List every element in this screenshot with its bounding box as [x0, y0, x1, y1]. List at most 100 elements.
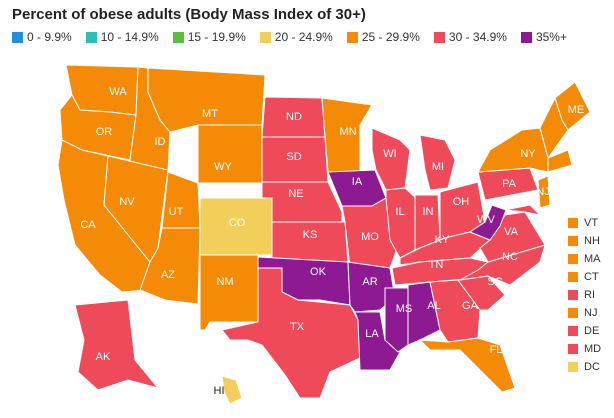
state-label-sc: SC — [487, 276, 502, 288]
small-state-swatch — [568, 254, 578, 264]
small-state-swatch — [568, 326, 578, 336]
state-label-nd: ND — [286, 111, 302, 123]
state-ca[interactable] — [57, 139, 151, 293]
state-label-ne: NE — [288, 188, 303, 200]
state-label-co: CO — [229, 217, 246, 229]
legend-swatch — [85, 31, 97, 43]
state-mi[interactable] — [419, 134, 456, 191]
state-nm[interactable] — [199, 254, 259, 331]
legend-item: 35%+ — [520, 30, 567, 44]
state-ms[interactable] — [384, 287, 409, 353]
state-label-ok: OK — [310, 266, 327, 278]
small-state-item[interactable]: NJ — [568, 304, 601, 322]
state-fl[interactable] — [418, 337, 516, 393]
state-label-az: AZ — [161, 269, 175, 281]
legend-item: 20 - 24.9% — [259, 30, 333, 44]
state-la[interactable] — [354, 311, 401, 371]
legend-label: 20 - 24.9% — [274, 30, 333, 44]
state-label-ky: KY — [435, 234, 450, 246]
small-state-item[interactable]: VT — [568, 214, 601, 232]
state-label-fl: FL — [490, 344, 503, 356]
legend-swatch — [259, 31, 271, 43]
small-state-label: RI — [584, 289, 595, 301]
legend-item: 0 - 9.9% — [12, 30, 72, 44]
state-label-hi: HI — [214, 385, 225, 397]
state-wv[interactable] — [468, 204, 507, 241]
small-state-label: NH — [584, 235, 600, 247]
legend-item: 30 - 34.9% — [433, 30, 507, 44]
state-label-me: ME — [568, 104, 585, 116]
state-mt[interactable] — [147, 67, 266, 133]
legend-swatch — [433, 31, 445, 43]
small-state-item[interactable]: DE — [568, 322, 601, 340]
state-label-wa: WA — [109, 86, 127, 98]
state-label-nm: NM — [216, 276, 233, 288]
state-label-sd: SD — [286, 151, 301, 163]
state-label-ar: AR — [362, 276, 377, 288]
state-label-id: ID — [155, 136, 166, 148]
small-state-label: MD — [584, 343, 602, 355]
small-state-swatch — [568, 272, 578, 282]
legend-item: 15 - 19.9% — [172, 30, 246, 44]
state-ks[interactable] — [271, 221, 349, 263]
state-label-wv: WV — [477, 214, 495, 226]
state-wy[interactable] — [197, 124, 263, 184]
state-label-in: IN — [423, 206, 434, 218]
maryland-shape — [504, 204, 542, 216]
state-label-mn: MN — [339, 126, 356, 138]
small-state-swatch — [568, 362, 578, 372]
state-tx[interactable] — [221, 267, 361, 399]
small-state-label: MA — [584, 253, 601, 265]
state-label-ak: AK — [96, 351, 111, 363]
legend-label: 15 - 19.9% — [187, 30, 246, 44]
legend: 0 - 9.9% 10 - 14.9% 15 - 19.9% 20 - 24.9… — [12, 30, 581, 44]
state-label-va: VA — [504, 226, 519, 238]
small-state-swatch — [568, 344, 578, 354]
state-ny[interactable] — [477, 127, 549, 173]
state-mo[interactable] — [341, 197, 401, 269]
small-state-label: DE — [584, 325, 600, 337]
state-mn[interactable] — [321, 97, 373, 173]
small-state-item[interactable]: MD — [568, 340, 601, 358]
state-nj[interactable] — [537, 175, 551, 209]
labels-layer: WA OR CA ID NV MT WY UT AZ CO NM ND SD NE KS OK TX MN IA MO… — [80, 86, 584, 397]
legend-label: 35%+ — [535, 30, 567, 44]
state-hi[interactable] — [221, 375, 243, 405]
state-label-ca: CA — [80, 219, 96, 231]
small-state-item[interactable]: MA — [568, 250, 601, 268]
legend-label: 0 - 9.9% — [27, 30, 72, 44]
map-title: Percent of obese adults (Body Mass Index… — [12, 6, 366, 23]
state-label-nc: NC — [502, 251, 518, 263]
legend-label: 10 - 14.9% — [100, 30, 159, 44]
state-ut[interactable] — [161, 171, 201, 229]
small-state-item[interactable]: NH — [568, 232, 601, 250]
small-states-list: VT NH MA CT RI NJ DE MD DC — [568, 214, 601, 376]
small-state-item[interactable]: RI — [568, 286, 601, 304]
legend-swatch — [520, 31, 532, 43]
small-state-swatch — [568, 308, 578, 318]
state-label-al: AL — [427, 300, 440, 312]
state-ar[interactable] — [347, 261, 396, 313]
small-state-swatch — [568, 290, 578, 300]
legend-item: 10 - 14.9% — [85, 30, 159, 44]
legend-item: 25 - 29.9% — [346, 30, 420, 44]
small-state-swatch — [568, 218, 578, 228]
state-label-wi: WI — [383, 148, 396, 160]
state-label-ut: UT — [169, 206, 184, 218]
small-state-item[interactable]: DC — [568, 358, 601, 376]
state-label-la: LA — [365, 328, 379, 340]
state-label-ga: GA — [462, 300, 479, 312]
small-state-label: VT — [584, 217, 599, 229]
state-label-ny: NY — [520, 148, 536, 160]
state-label-ms: MS — [396, 303, 413, 315]
state-me[interactable] — [554, 81, 591, 131]
small-state-swatch — [568, 236, 578, 246]
state-ak[interactable] — [74, 299, 160, 391]
legend-swatch — [12, 31, 23, 43]
state-label-il: IL — [395, 206, 404, 218]
state-al[interactable] — [407, 281, 441, 346]
small-state-item[interactable]: CT — [568, 268, 601, 286]
states-layer — [57, 64, 591, 405]
state-label-nv: NV — [119, 196, 135, 208]
state-label-or: OR — [96, 126, 113, 138]
